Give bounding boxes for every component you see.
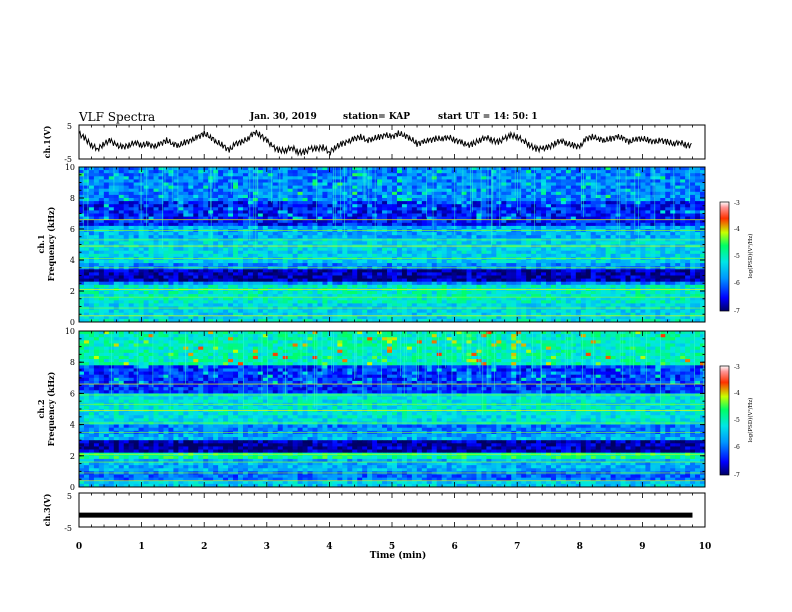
ch2-spectrogram-ylabel-frequency: Frequency (kHz) (46, 371, 56, 446)
x-axis-label: Time (min) (370, 550, 427, 561)
ch2-colorbar-tick: -5 (734, 417, 740, 424)
frequency-tick-label: 0 (70, 318, 75, 327)
time-tick-label: 8 (577, 542, 583, 552)
time-tick-label: 10 (699, 542, 712, 552)
ch2-spectrogram-panel: 0 2 4 6 8 10 ch.2 Frequency (kHz) (36, 327, 706, 492)
ch1-spectrogram-panel: 0 2 4 6 8 10 ch.1 Frequency (kHz) (36, 163, 706, 327)
frequency-tick-label: 2 (70, 287, 75, 296)
frequency-tick-label: 10 (65, 327, 75, 336)
ch2-colorbar-tick: -4 (734, 390, 740, 397)
frequency-tick-label: 4 (70, 256, 75, 265)
ch2-spectrogram-heatmap (79, 331, 706, 488)
ch3-ytick-top: 5 (67, 492, 72, 501)
frequency-tick-label: 2 (70, 452, 75, 461)
ch1-spectrogram-ylabel-channel: ch.1 (36, 234, 46, 253)
time-tick-label: 3 (264, 542, 270, 552)
time-tick-label: 5 (389, 542, 395, 552)
frequency-tick-label: 4 (70, 421, 75, 430)
ch2-colorbar-tick: -7 (734, 472, 740, 479)
ch1-colorbar-tick: -7 (734, 308, 740, 315)
ch2-colorbar-tick: -3 (734, 364, 740, 371)
ch1-ytick-top: 5 (67, 122, 72, 131)
ch1-ylabel: ch.1(V) (42, 125, 52, 158)
ch1-colorbar: -3 -4 -5 -6 -7 log(PSD)(V²/Hz) (719, 200, 754, 315)
header-station: station= KAP (343, 112, 411, 122)
ch1-spectrogram-heatmap (79, 167, 706, 323)
frequency-tick-label: 0 (70, 483, 75, 492)
ch1-colorbar-label: log(PSD)(V²/Hz) (747, 234, 754, 279)
ch3-ytick-bottom: -5 (64, 524, 72, 533)
ch1-colorbar-tick: -4 (734, 226, 740, 233)
frequency-tick-label: 8 (70, 358, 75, 367)
frequency-tick-label: 8 (70, 194, 75, 203)
ch2-spectrogram-ylabel-channel: ch.2 (36, 399, 46, 418)
time-tick-label: 1 (138, 542, 144, 552)
ch2-colorbar: -3 -4 -5 -6 -7 log(PSD)(V²/Hz) (719, 364, 754, 479)
frequency-tick-label: 6 (70, 225, 75, 234)
ch1-ytick-bottom: -5 (64, 155, 72, 164)
time-tick-label: 7 (514, 542, 520, 552)
time-tick-label: 4 (326, 542, 332, 552)
header-start-time: start UT = 14: 50: 1 (438, 112, 538, 122)
ch2-colorbar-tick: -6 (734, 444, 740, 451)
x-axis-ticks (78, 125, 706, 527)
time-tick-label: 0 (76, 542, 82, 552)
ch1-colorbar-tick: -6 (734, 280, 740, 287)
ch3-ylabel: ch.3(V) (42, 493, 52, 526)
frequency-tick-label: 10 (65, 163, 75, 172)
time-tick-label: 2 (201, 542, 207, 552)
ch1-colorbar-tick: -5 (734, 253, 740, 260)
ch1-colorbar-tick: -3 (734, 200, 740, 207)
ch2-colorbar-label: log(PSD)(V²/Hz) (747, 398, 754, 443)
time-tick-label: 6 (451, 542, 457, 552)
x-axis-tick-labels: 0 1 2 3 4 5 6 7 8 9 10 (76, 542, 711, 552)
frequency-tick-label: 6 (70, 389, 75, 398)
chart-title: VLF Spectra (79, 110, 156, 124)
ch1-spectrogram-ylabel-frequency: Frequency (kHz) (46, 206, 56, 281)
ch1-waveform-line (78, 129, 692, 157)
header-date: Jan. 30, 2019 (250, 112, 317, 122)
time-tick-label: 9 (639, 542, 645, 552)
